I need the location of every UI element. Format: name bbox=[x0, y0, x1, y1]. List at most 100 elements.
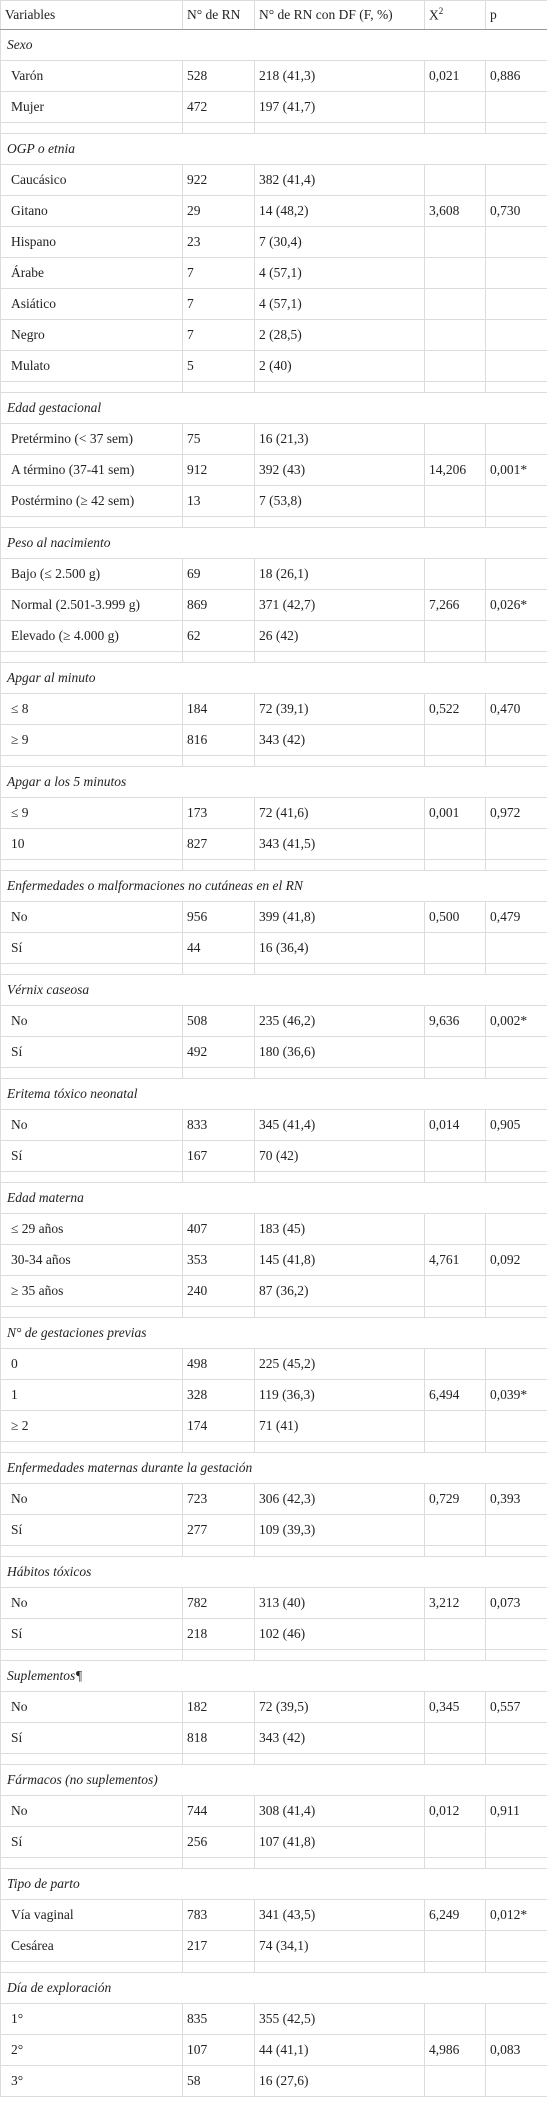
n-cell: 256 bbox=[182, 1826, 255, 1858]
n-cell: 492 bbox=[182, 1036, 255, 1068]
spacer-row bbox=[0, 1857, 547, 1869]
section-title-row: Hábitos tóxicos bbox=[0, 1556, 547, 1588]
variable-cell: No bbox=[0, 1691, 183, 1723]
spacer-row bbox=[0, 1171, 547, 1183]
n-cell: 723 bbox=[182, 1483, 255, 1515]
spacer-cell bbox=[182, 1649, 255, 1661]
df-cell: 183 (45) bbox=[254, 1213, 425, 1245]
df-cell: 16 (36,4) bbox=[254, 932, 425, 964]
variable-cell: Postérmino (≥ 42 sem) bbox=[0, 485, 183, 517]
spacer-row bbox=[0, 1753, 547, 1765]
df-cell: 16 (21,3) bbox=[254, 423, 425, 455]
variable-cell: 1 bbox=[0, 1379, 183, 1411]
section-title-row: Suplementos¶ bbox=[0, 1660, 547, 1692]
spacer-cell bbox=[0, 859, 183, 871]
p-cell bbox=[485, 2065, 547, 2097]
section-title-row: Edad gestacional bbox=[0, 392, 547, 424]
spacer-cell bbox=[182, 963, 255, 975]
spacer-cell bbox=[424, 1306, 486, 1318]
data-row: Sí 277 109 (39,3) bbox=[0, 1514, 547, 1546]
spacer-cell bbox=[485, 1067, 547, 1079]
variable-cell: Pretérmino (< 37 sem) bbox=[0, 423, 183, 455]
chi-cell: 3,212 bbox=[424, 1587, 486, 1619]
spacer-cell bbox=[424, 1545, 486, 1557]
df-cell: 107 (41,8) bbox=[254, 1826, 425, 1858]
df-cell: 44 (41,1) bbox=[254, 2034, 425, 2066]
n-cell: 69 bbox=[182, 558, 255, 590]
spacer-cell bbox=[254, 1857, 425, 1869]
chi-cell bbox=[424, 1410, 486, 1442]
chi-cell: 6,494 bbox=[424, 1379, 486, 1411]
df-cell: 343 (42) bbox=[254, 724, 425, 756]
data-row: 2° 107 44 (41,1) 4,986 0,083 bbox=[0, 2034, 547, 2066]
section-title: Día de exploración bbox=[0, 1972, 547, 2004]
p-cell bbox=[485, 1514, 547, 1546]
section-title-row: Enfermedades o malformaciones no cutánea… bbox=[0, 870, 547, 902]
p-cell bbox=[485, 1275, 547, 1307]
spacer-cell bbox=[0, 1545, 183, 1557]
df-cell: 26 (42) bbox=[254, 620, 425, 652]
chi-cell bbox=[424, 1722, 486, 1754]
df-cell: 74 (34,1) bbox=[254, 1930, 425, 1962]
table-body: Sexo Varón 528 218 (41,3) 0,021 0,886 Mujer 472… bbox=[0, 29, 547, 2097]
spacer-cell bbox=[254, 1441, 425, 1453]
spacer-cell bbox=[485, 1753, 547, 1765]
chi-cell bbox=[424, 1348, 486, 1380]
df-cell: 225 (45,2) bbox=[254, 1348, 425, 1380]
df-cell: 313 (40) bbox=[254, 1587, 425, 1619]
p-cell: 0,886 bbox=[485, 60, 547, 92]
p-cell bbox=[485, 164, 547, 196]
df-cell: 18 (26,1) bbox=[254, 558, 425, 590]
spacer-cell bbox=[424, 1857, 486, 1869]
variable-cell: Elevado (≥ 4.000 g) bbox=[0, 620, 183, 652]
n-cell: 7 bbox=[182, 288, 255, 320]
df-cell: 345 (41,4) bbox=[254, 1109, 425, 1141]
section-title-row: Día de exploración bbox=[0, 1972, 547, 2004]
chi-cell: 4,986 bbox=[424, 2034, 486, 2066]
variable-cell: Hispano bbox=[0, 226, 183, 258]
p-cell bbox=[485, 423, 547, 455]
section-title: Sexo bbox=[0, 29, 547, 61]
variable-cell: Sí bbox=[0, 1722, 183, 1754]
df-cell: 355 (42,5) bbox=[254, 2003, 425, 2035]
n-cell: 328 bbox=[182, 1379, 255, 1411]
data-row: Pretérmino (< 37 sem) 75 16 (21,3) bbox=[0, 423, 547, 455]
chi-cell: 0,522 bbox=[424, 693, 486, 725]
df-cell: 197 (41,7) bbox=[254, 91, 425, 123]
p-cell: 0,557 bbox=[485, 1691, 547, 1723]
n-cell: 182 bbox=[182, 1691, 255, 1723]
n-cell: 833 bbox=[182, 1109, 255, 1141]
data-row: No 723 306 (42,3) 0,729 0,393 bbox=[0, 1483, 547, 1515]
df-cell: 343 (41,5) bbox=[254, 828, 425, 860]
p-cell: 0,972 bbox=[485, 797, 547, 829]
variable-cell: No bbox=[0, 1005, 183, 1037]
spacer-cell bbox=[485, 1171, 547, 1183]
data-row: Sí 256 107 (41,8) bbox=[0, 1826, 547, 1858]
p-cell bbox=[485, 1140, 547, 1172]
n-cell: 782 bbox=[182, 1587, 255, 1619]
spacer-cell bbox=[254, 651, 425, 663]
spacer-row bbox=[0, 1961, 547, 1973]
data-row: No 833 345 (41,4) 0,014 0,905 bbox=[0, 1109, 547, 1141]
variable-cell: 0 bbox=[0, 1348, 183, 1380]
chi-cell: 6,249 bbox=[424, 1899, 486, 1931]
section-title-row: Tipo de parto bbox=[0, 1868, 547, 1900]
variable-cell: Vía vaginal bbox=[0, 1899, 183, 1931]
df-cell: 371 (42,7) bbox=[254, 589, 425, 621]
df-cell: 218 (41,3) bbox=[254, 60, 425, 92]
variable-cell: Varón bbox=[0, 60, 183, 92]
p-cell bbox=[485, 350, 547, 382]
data-row: Elevado (≥ 4.000 g) 62 26 (42) bbox=[0, 620, 547, 652]
spacer-cell bbox=[182, 1857, 255, 1869]
p-cell: 0,083 bbox=[485, 2034, 547, 2066]
chi-cell: 4,761 bbox=[424, 1244, 486, 1276]
variable-cell: Mulato bbox=[0, 350, 183, 382]
n-cell: 783 bbox=[182, 1899, 255, 1931]
variable-cell: No bbox=[0, 1483, 183, 1515]
data-row: Caucásico 922 382 (41,4) bbox=[0, 164, 547, 196]
variable-cell: Sí bbox=[0, 1826, 183, 1858]
n-cell: 217 bbox=[182, 1930, 255, 1962]
chi-cell bbox=[424, 932, 486, 964]
spacer-cell bbox=[0, 651, 183, 663]
spacer-cell bbox=[182, 381, 255, 393]
